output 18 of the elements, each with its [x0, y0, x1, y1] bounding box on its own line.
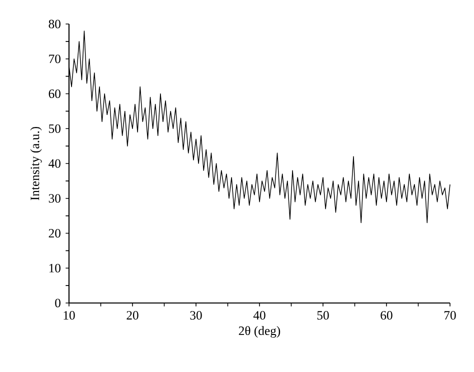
- x-tick-label: 70: [444, 311, 456, 320]
- y-tick-label: 50: [49, 124, 60, 133]
- x-tick-label: 20: [126, 311, 138, 320]
- y-tick-label: 0: [55, 298, 60, 308]
- y-tick-label: 40: [48, 159, 60, 168]
- x-tick-label: 40: [253, 311, 266, 320]
- x-tick-label: 30: [190, 311, 202, 320]
- y-tick-label: 60: [48, 89, 60, 98]
- y-axis-title: Intensity (a.u.): [30, 126, 42, 200]
- y-tick-label: 20: [48, 228, 60, 238]
- x-tick-label: 50: [317, 311, 329, 320]
- y-tick-label: 10: [49, 264, 60, 272]
- x-axis-title: 2θ (deg): [238, 326, 280, 338]
- y-tick-label: 30: [48, 194, 60, 203]
- x-tick-label: 10: [64, 311, 75, 320]
- x-tick-label: 60: [380, 311, 392, 320]
- y-tick-label: 80: [48, 20, 60, 28]
- y-tick-label: 70: [49, 54, 60, 64]
